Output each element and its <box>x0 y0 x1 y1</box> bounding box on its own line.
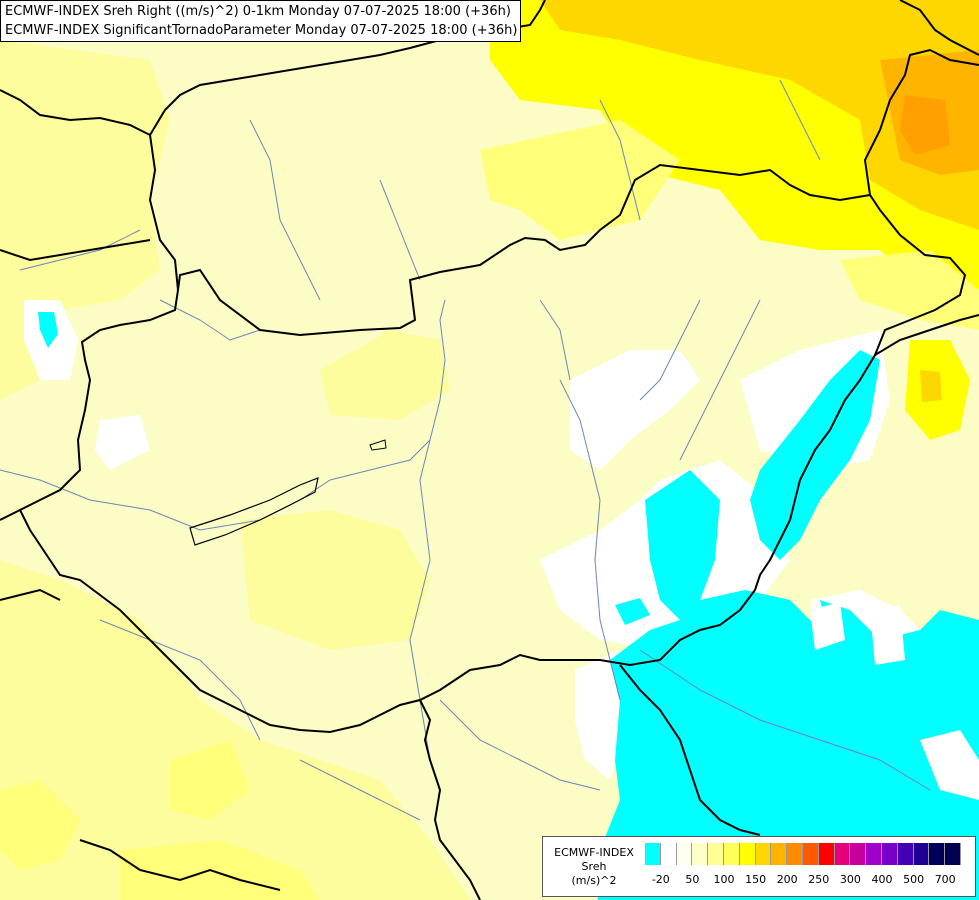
legend-swatch <box>645 843 661 865</box>
field-white-in-cyan <box>810 602 845 650</box>
border-ukraine <box>863 48 979 196</box>
field-orange-ne-core <box>900 95 950 155</box>
legend-swatch <box>850 843 867 865</box>
river-s-1 <box>439 699 601 791</box>
field-white-in-cyan-2 <box>870 605 905 665</box>
legend-colorbar <box>645 843 961 865</box>
legend-tick-label: 500 <box>903 873 925 886</box>
river-ne-2 <box>779 79 821 161</box>
legend-swatch <box>945 843 961 865</box>
border-croatia <box>419 699 481 900</box>
border-hungary <box>18 163 967 734</box>
legend-tick-label: 200 <box>776 873 798 886</box>
legend-swatch <box>834 843 851 865</box>
field-pale-yellow-southwest <box>0 560 470 900</box>
river-se <box>639 649 931 791</box>
field-white-in-cyan-3 <box>920 730 979 800</box>
border-romania <box>874 314 979 356</box>
legend-tick-label: 300 <box>839 873 861 886</box>
field-cyan-ridge <box>750 350 880 560</box>
border-slovenia <box>0 509 61 601</box>
legend-tick-label: 100 <box>713 873 735 886</box>
field-gold-ne <box>540 0 979 230</box>
border-ne-coast <box>899 0 979 56</box>
river-ne-1 <box>599 99 641 221</box>
legend-tick-label: -20 <box>651 873 670 886</box>
legend-tick-label: 150 <box>745 873 767 886</box>
color-legend: ECMWF-INDEX Sreh (m/s)^2 -20 50 100 150 200 2… <box>542 836 976 897</box>
legend-tick-label: 50 <box>685 873 700 886</box>
field-light-yellow-s <box>120 840 320 900</box>
legend-swatch <box>881 843 898 865</box>
legend-swatch <box>771 843 788 865</box>
rivers <box>0 79 931 821</box>
legend-swatch <box>818 843 835 865</box>
legend-swatch <box>866 843 882 865</box>
title-line-sreh: ECMWF-INDEX Sreh Right ((m/s)^2) 0-1km M… <box>5 4 511 19</box>
legend-swatch <box>676 843 693 865</box>
field-white-central <box>570 350 700 470</box>
legend-swatch <box>723 843 740 865</box>
legend-swatch <box>897 843 914 865</box>
legend-swatch <box>692 843 709 865</box>
legend-swatch <box>929 843 946 865</box>
field-light-yellow-sw2 <box>0 780 80 870</box>
river-east-2 <box>679 299 761 461</box>
legend-swatch <box>802 843 819 865</box>
legend-tick-labels: -20 50 100 150 200 250 300 400 500 700 <box>645 873 965 889</box>
lake-small <box>369 439 387 451</box>
river-east-1 <box>639 299 701 401</box>
field-cyan-spot-2 <box>38 312 58 348</box>
river-danube-south <box>409 439 431 761</box>
legend-tick-label: 250 <box>808 873 830 886</box>
river-north-2 <box>379 179 421 281</box>
river-sw-2 <box>299 759 421 821</box>
field-gold-e <box>920 370 942 402</box>
field-light-yellow-e <box>840 250 979 330</box>
river-north-3 <box>159 299 261 341</box>
legend-swatch <box>913 843 930 865</box>
legend-swatch <box>739 843 756 865</box>
legend-swatch <box>755 843 772 865</box>
field-white-w2 <box>95 415 150 470</box>
legend-title-variable: Sreh <box>581 860 607 873</box>
legend-tick-label: 700 <box>934 873 956 886</box>
river-west <box>19 229 141 271</box>
legend-title-unit: (m/s)^2 <box>571 874 617 887</box>
river-danube <box>0 299 446 531</box>
river-tisza-north <box>539 299 571 381</box>
river-tisza <box>559 379 621 701</box>
field-light-yellow-ne <box>480 120 680 240</box>
legend-tick-label: 400 <box>871 873 893 886</box>
legend-swatch <box>787 843 803 865</box>
border-slovakia-west <box>148 134 179 291</box>
river-north-1 <box>249 119 321 301</box>
border-serbia <box>619 664 761 836</box>
map-title-box: ECMWF-INDEX Sreh Right ((m/s)^2) 0-1km M… <box>0 0 521 42</box>
field-cyan-spot-1 <box>615 598 650 625</box>
legend-title: ECMWF-INDEX Sreh (m/s)^2 <box>547 846 641 888</box>
border-austria-north <box>0 239 151 262</box>
field-pale-yellow-center <box>240 510 430 650</box>
lake-balaton <box>189 477 319 546</box>
field-light-yellow-sw <box>170 740 250 820</box>
legend-swatch <box>660 843 677 865</box>
legend-title-source: ECMWF-INDEX <box>554 846 634 859</box>
border-sw <box>79 839 281 891</box>
title-line-stp: ECMWF-INDEX SignificantTornadoParameter … <box>5 23 518 38</box>
field-cyan-south <box>598 470 979 900</box>
legend-swatch <box>708 843 724 865</box>
field-pale-yellow-north <box>320 330 450 420</box>
